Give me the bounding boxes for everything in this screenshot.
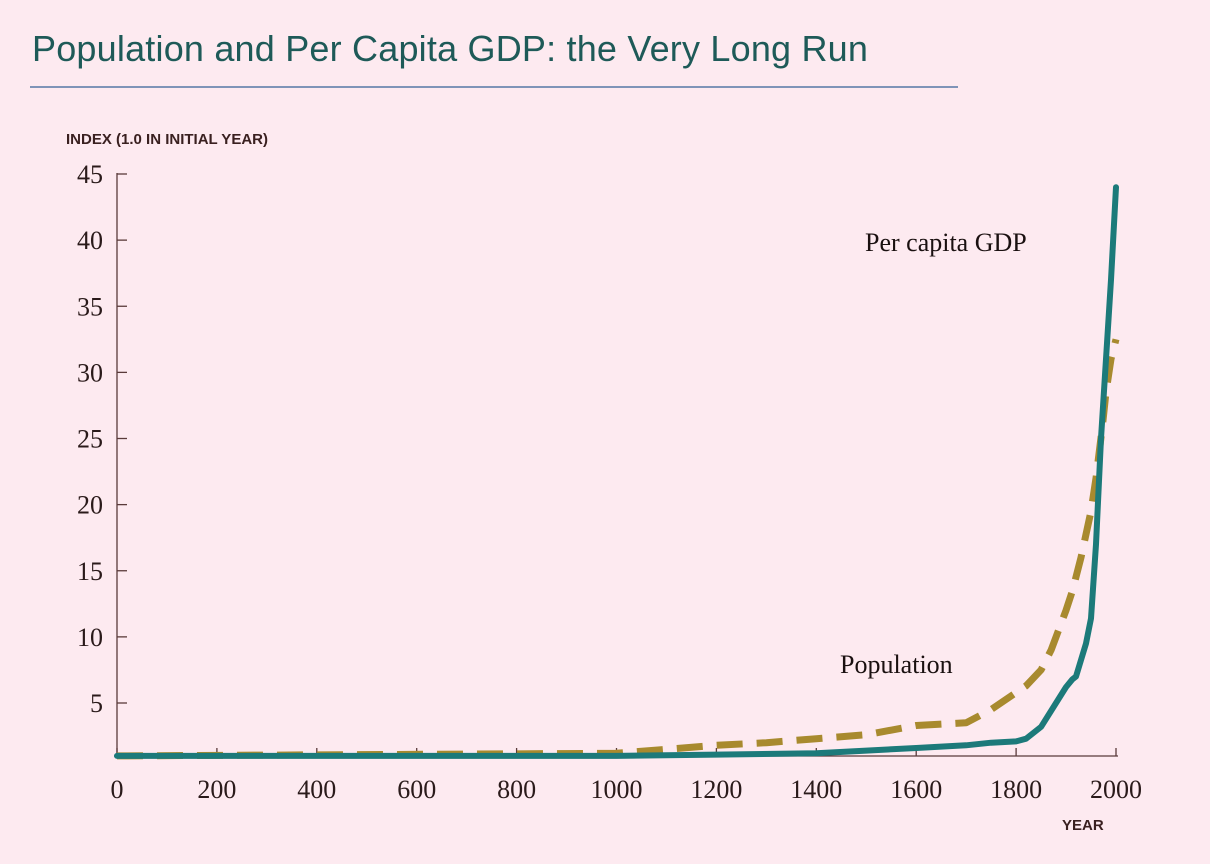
x-tick-label: 1200: [690, 775, 742, 804]
per-capita-gdp-line: [114, 184, 1119, 759]
x-tick-label: 1000: [591, 775, 643, 804]
y-tick-label: 30: [77, 358, 103, 387]
label-per-capita-gdp: Per capita GDP: [865, 228, 1027, 257]
x-tick-label: 0: [111, 775, 124, 804]
y-tick-label: 15: [77, 557, 103, 586]
y-axis-title: INDEX (1.0 IN INITIAL YEAR): [66, 131, 268, 148]
x-axis-title: YEAR: [1062, 817, 1104, 834]
x-tick-label: 800: [497, 775, 536, 804]
population-line: [116, 338, 1120, 760]
chart-title: Population and Per Capita GDP: the Very …: [32, 28, 869, 69]
x-tick-label: 2000: [1090, 775, 1142, 804]
label-population: Population: [840, 650, 953, 679]
x-tick-label: 1400: [790, 775, 842, 804]
y-tick-label: 5: [90, 689, 103, 718]
x-tick-label: 1800: [990, 775, 1042, 804]
y-tick-label: 20: [77, 491, 103, 520]
y-tick-label: 10: [77, 623, 103, 652]
y-tick-label: 40: [77, 226, 103, 255]
title-underline: [30, 86, 958, 88]
x-tick-label: 400: [297, 775, 336, 804]
y-axis: 5 10 15 20 25 30 35 40 45: [77, 160, 127, 756]
x-tick-label: 200: [197, 775, 236, 804]
y-tick-label: 45: [77, 160, 103, 189]
y-tick-label: 35: [77, 292, 103, 321]
x-tick-label: 600: [397, 775, 436, 804]
series-group: [114, 184, 1120, 760]
y-tick-label: 25: [77, 425, 103, 454]
x-tick-label: 1600: [890, 775, 942, 804]
